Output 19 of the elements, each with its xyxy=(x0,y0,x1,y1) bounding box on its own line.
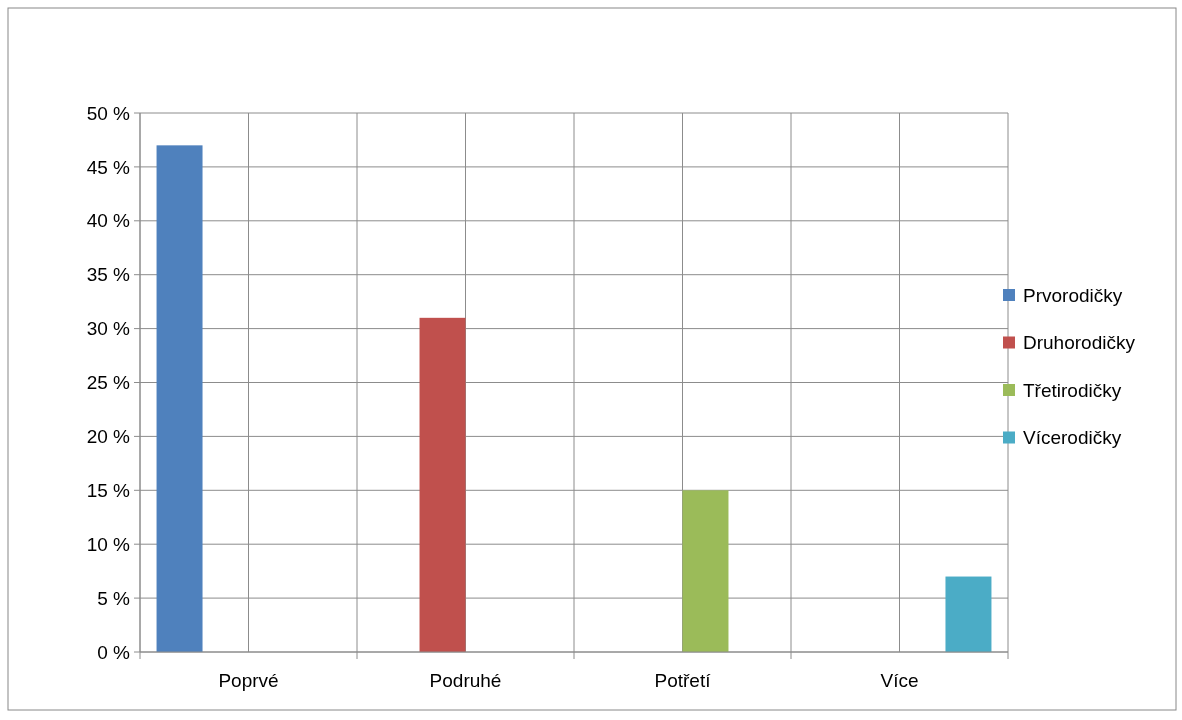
y-tick-label: 10 % xyxy=(86,533,131,555)
y-tick-label: 15 % xyxy=(86,479,131,501)
legend-label: Druhorodičky xyxy=(1023,332,1136,354)
y-tick-label: 30 % xyxy=(86,318,131,340)
x-tick-label: Více xyxy=(880,670,919,691)
x-tick-label: Poprvé xyxy=(218,670,279,691)
legend-label: Prvorodičky xyxy=(1023,284,1123,306)
y-tick-label: 25 % xyxy=(86,372,131,394)
x-tick-label: Podruhé xyxy=(429,670,502,691)
y-tick-label: 5 % xyxy=(97,587,131,609)
legend-label: Třetirodičky xyxy=(1023,379,1122,401)
x-tick-label: Potřetí xyxy=(654,670,712,691)
legend-label: Vícerodičky xyxy=(1023,427,1122,449)
y-tick-label: 20 % xyxy=(86,426,131,448)
y-tick-label: 35 % xyxy=(86,264,131,286)
y-tick-label: 40 % xyxy=(86,210,131,232)
y-tick-label: 45 % xyxy=(86,156,131,178)
y-tick-label: 0 % xyxy=(97,641,131,663)
y-tick-label: 50 % xyxy=(86,102,131,124)
